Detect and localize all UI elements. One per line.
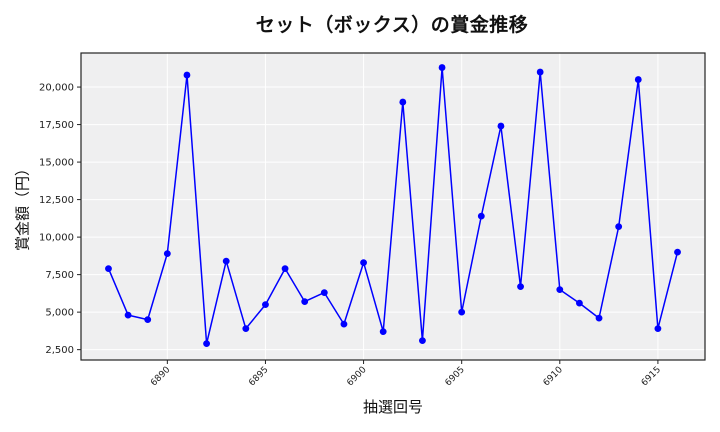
x-tick-label: 6900 <box>345 365 368 388</box>
x-tick-label: 6895 <box>247 365 270 388</box>
data-point-marker <box>438 64 446 71</box>
x-axis: 6890 6895 6900 6905 6910 6915 <box>149 360 663 388</box>
y-axis: 2,500 5,000 7,500 10,000 12,500 15,000 17,500 2… <box>39 83 81 356</box>
data-point-marker <box>595 314 603 322</box>
data-point-marker <box>281 265 289 273</box>
x-tick-label: 6910 <box>542 365 565 388</box>
y-tick-label: 7,500 <box>45 270 74 281</box>
y-tick-label: 17,500 <box>39 120 74 131</box>
data-point-marker <box>458 308 466 316</box>
plot-frame <box>80 52 706 361</box>
data-point-marker <box>360 259 367 267</box>
data-point-marker <box>203 340 210 348</box>
y-axis-label: 賞金額（円） <box>13 160 32 252</box>
plot-area <box>81 53 705 360</box>
data-point-marker <box>124 311 132 319</box>
data-point-marker <box>144 316 152 324</box>
data-point-marker <box>576 299 583 307</box>
chart-title: セット（ボックス）の賞金推移 <box>255 14 529 36</box>
data-point-marker <box>674 248 681 256</box>
x-tick-label: 6915 <box>640 365 663 388</box>
data-point-marker <box>163 250 171 258</box>
data-point-marker <box>399 98 407 106</box>
data-point-marker <box>262 301 269 309</box>
data-point-marker <box>242 325 250 333</box>
data-point-marker <box>556 286 564 294</box>
data-point-marker <box>419 337 426 345</box>
data-point-marker <box>340 320 348 328</box>
data-point-marker <box>654 325 662 333</box>
data-point-marker <box>615 223 623 231</box>
data-series <box>105 64 681 348</box>
y-tick-label: 15,000 <box>39 158 74 169</box>
y-tick-label: 20,000 <box>39 83 74 94</box>
data-point-marker <box>517 283 524 291</box>
data-point-marker <box>183 71 191 79</box>
series-line <box>107 66 679 345</box>
x-axis-label: 抽選回号 <box>362 398 423 416</box>
y-tick-label: 2,500 <box>45 345 74 356</box>
y-tick-label: 10,000 <box>39 233 74 244</box>
data-point-marker <box>222 257 230 265</box>
data-point-marker <box>105 265 112 273</box>
data-point-marker <box>477 212 485 220</box>
data-point-marker <box>301 298 309 306</box>
data-point-marker <box>379 328 387 336</box>
y-tick-label: 5,000 <box>45 308 74 319</box>
y-tick-label: 12,500 <box>39 195 74 206</box>
x-tick-label: 6890 <box>149 365 172 388</box>
data-point-marker <box>536 68 544 76</box>
data-point-marker <box>497 122 505 130</box>
data-point-marker <box>320 289 328 297</box>
data-point-marker <box>634 76 642 83</box>
x-tick-label: 6905 <box>444 365 467 388</box>
